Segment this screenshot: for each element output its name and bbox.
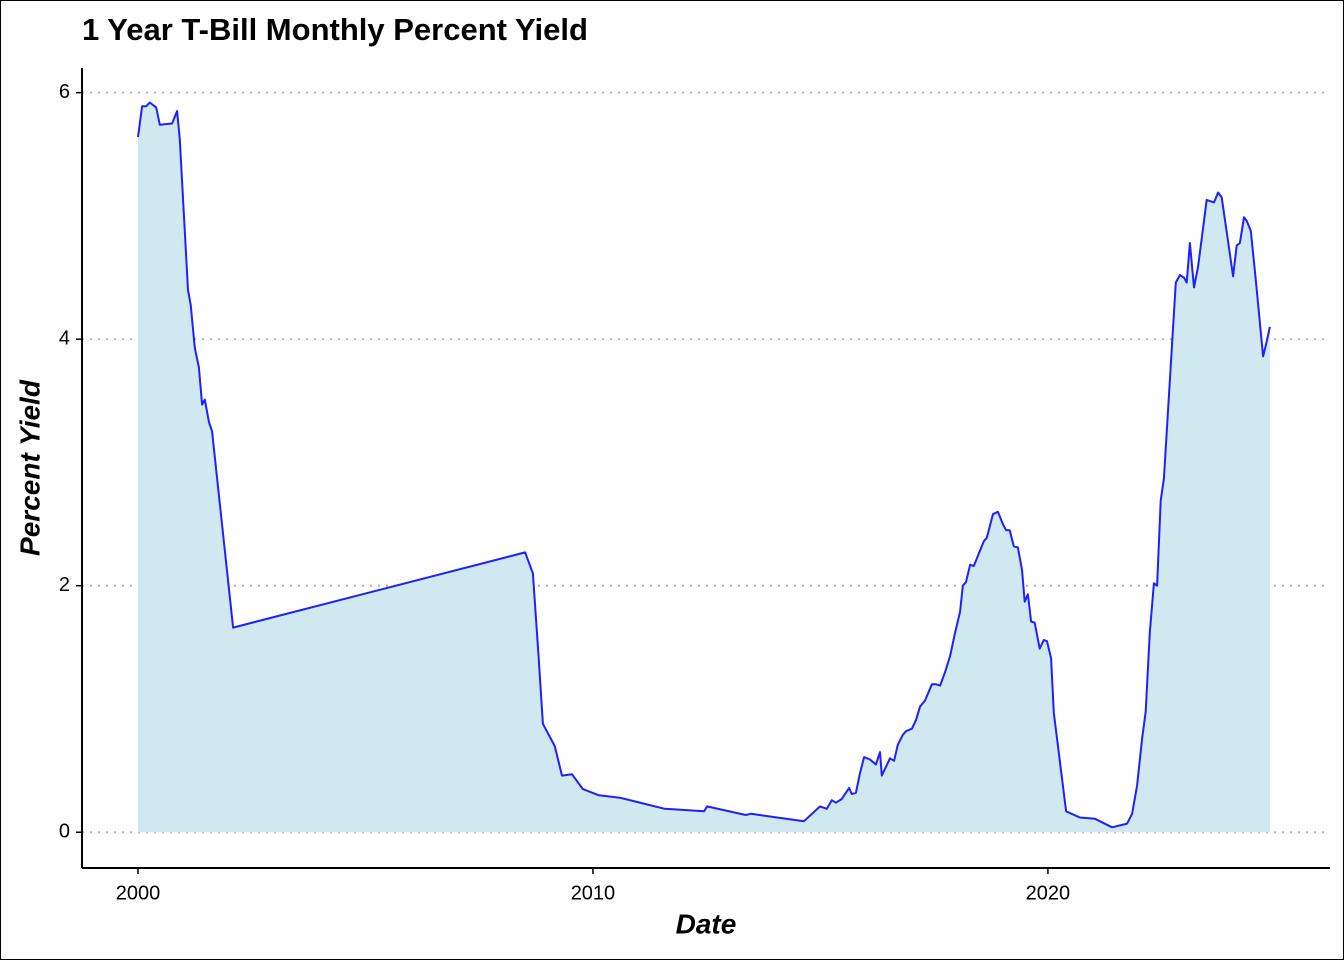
- x-axis-label: Date: [676, 908, 737, 939]
- y-tick-label: 0: [59, 821, 70, 843]
- y-tick-label: 6: [59, 81, 70, 103]
- y-tick-label: 4: [59, 327, 70, 349]
- area: [137, 102, 1270, 833]
- line: [137, 101, 1271, 829]
- x-tick-label: 2010: [571, 882, 616, 904]
- x-tick-label: 2020: [1026, 882, 1071, 904]
- y-tick-label: 2: [59, 574, 70, 596]
- x-tick-label: 2000: [116, 882, 161, 904]
- chart-title: 1 Year T-Bill Monthly Percent Yield: [82, 12, 588, 47]
- y-axis-label: Percent Yield: [14, 379, 45, 556]
